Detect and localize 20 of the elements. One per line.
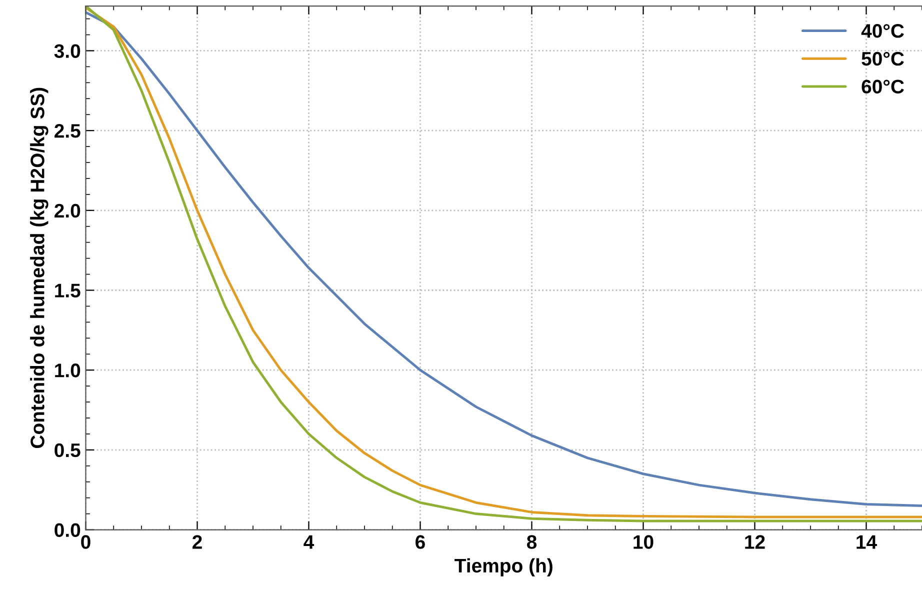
x-tick-label: 6 <box>416 535 425 549</box>
x-tick-label: 0 <box>81 535 90 549</box>
x-tick-label: 8 <box>526 535 537 549</box>
legend-label: 60°C <box>862 80 904 94</box>
x-axis-title: Tiempo (h) <box>454 558 552 576</box>
x-tick-label: 2 <box>192 535 202 549</box>
legend-label: 50°C <box>862 52 904 66</box>
y-tick-label: 2.0 <box>54 204 80 218</box>
y-tick-label: 0.0 <box>54 523 80 537</box>
x-tick-label: 12 <box>745 535 765 549</box>
x-tick-label: 10 <box>634 535 654 549</box>
x-tick-label: 14 <box>856 535 877 549</box>
y-tick-label: 0.5 <box>54 443 80 458</box>
x-tick-label: 4 <box>304 535 314 549</box>
legend-label: 40°C <box>861 24 904 38</box>
y-tick-label: 1.5 <box>55 284 80 298</box>
y-axis-title: Contenido de humedad (kg H2O/kg SS) <box>30 88 48 448</box>
y-tick-label: 3.0 <box>54 44 80 58</box>
y-tick-label: 2.5 <box>54 124 80 138</box>
y-tick-label: 1.0 <box>55 364 80 378</box>
